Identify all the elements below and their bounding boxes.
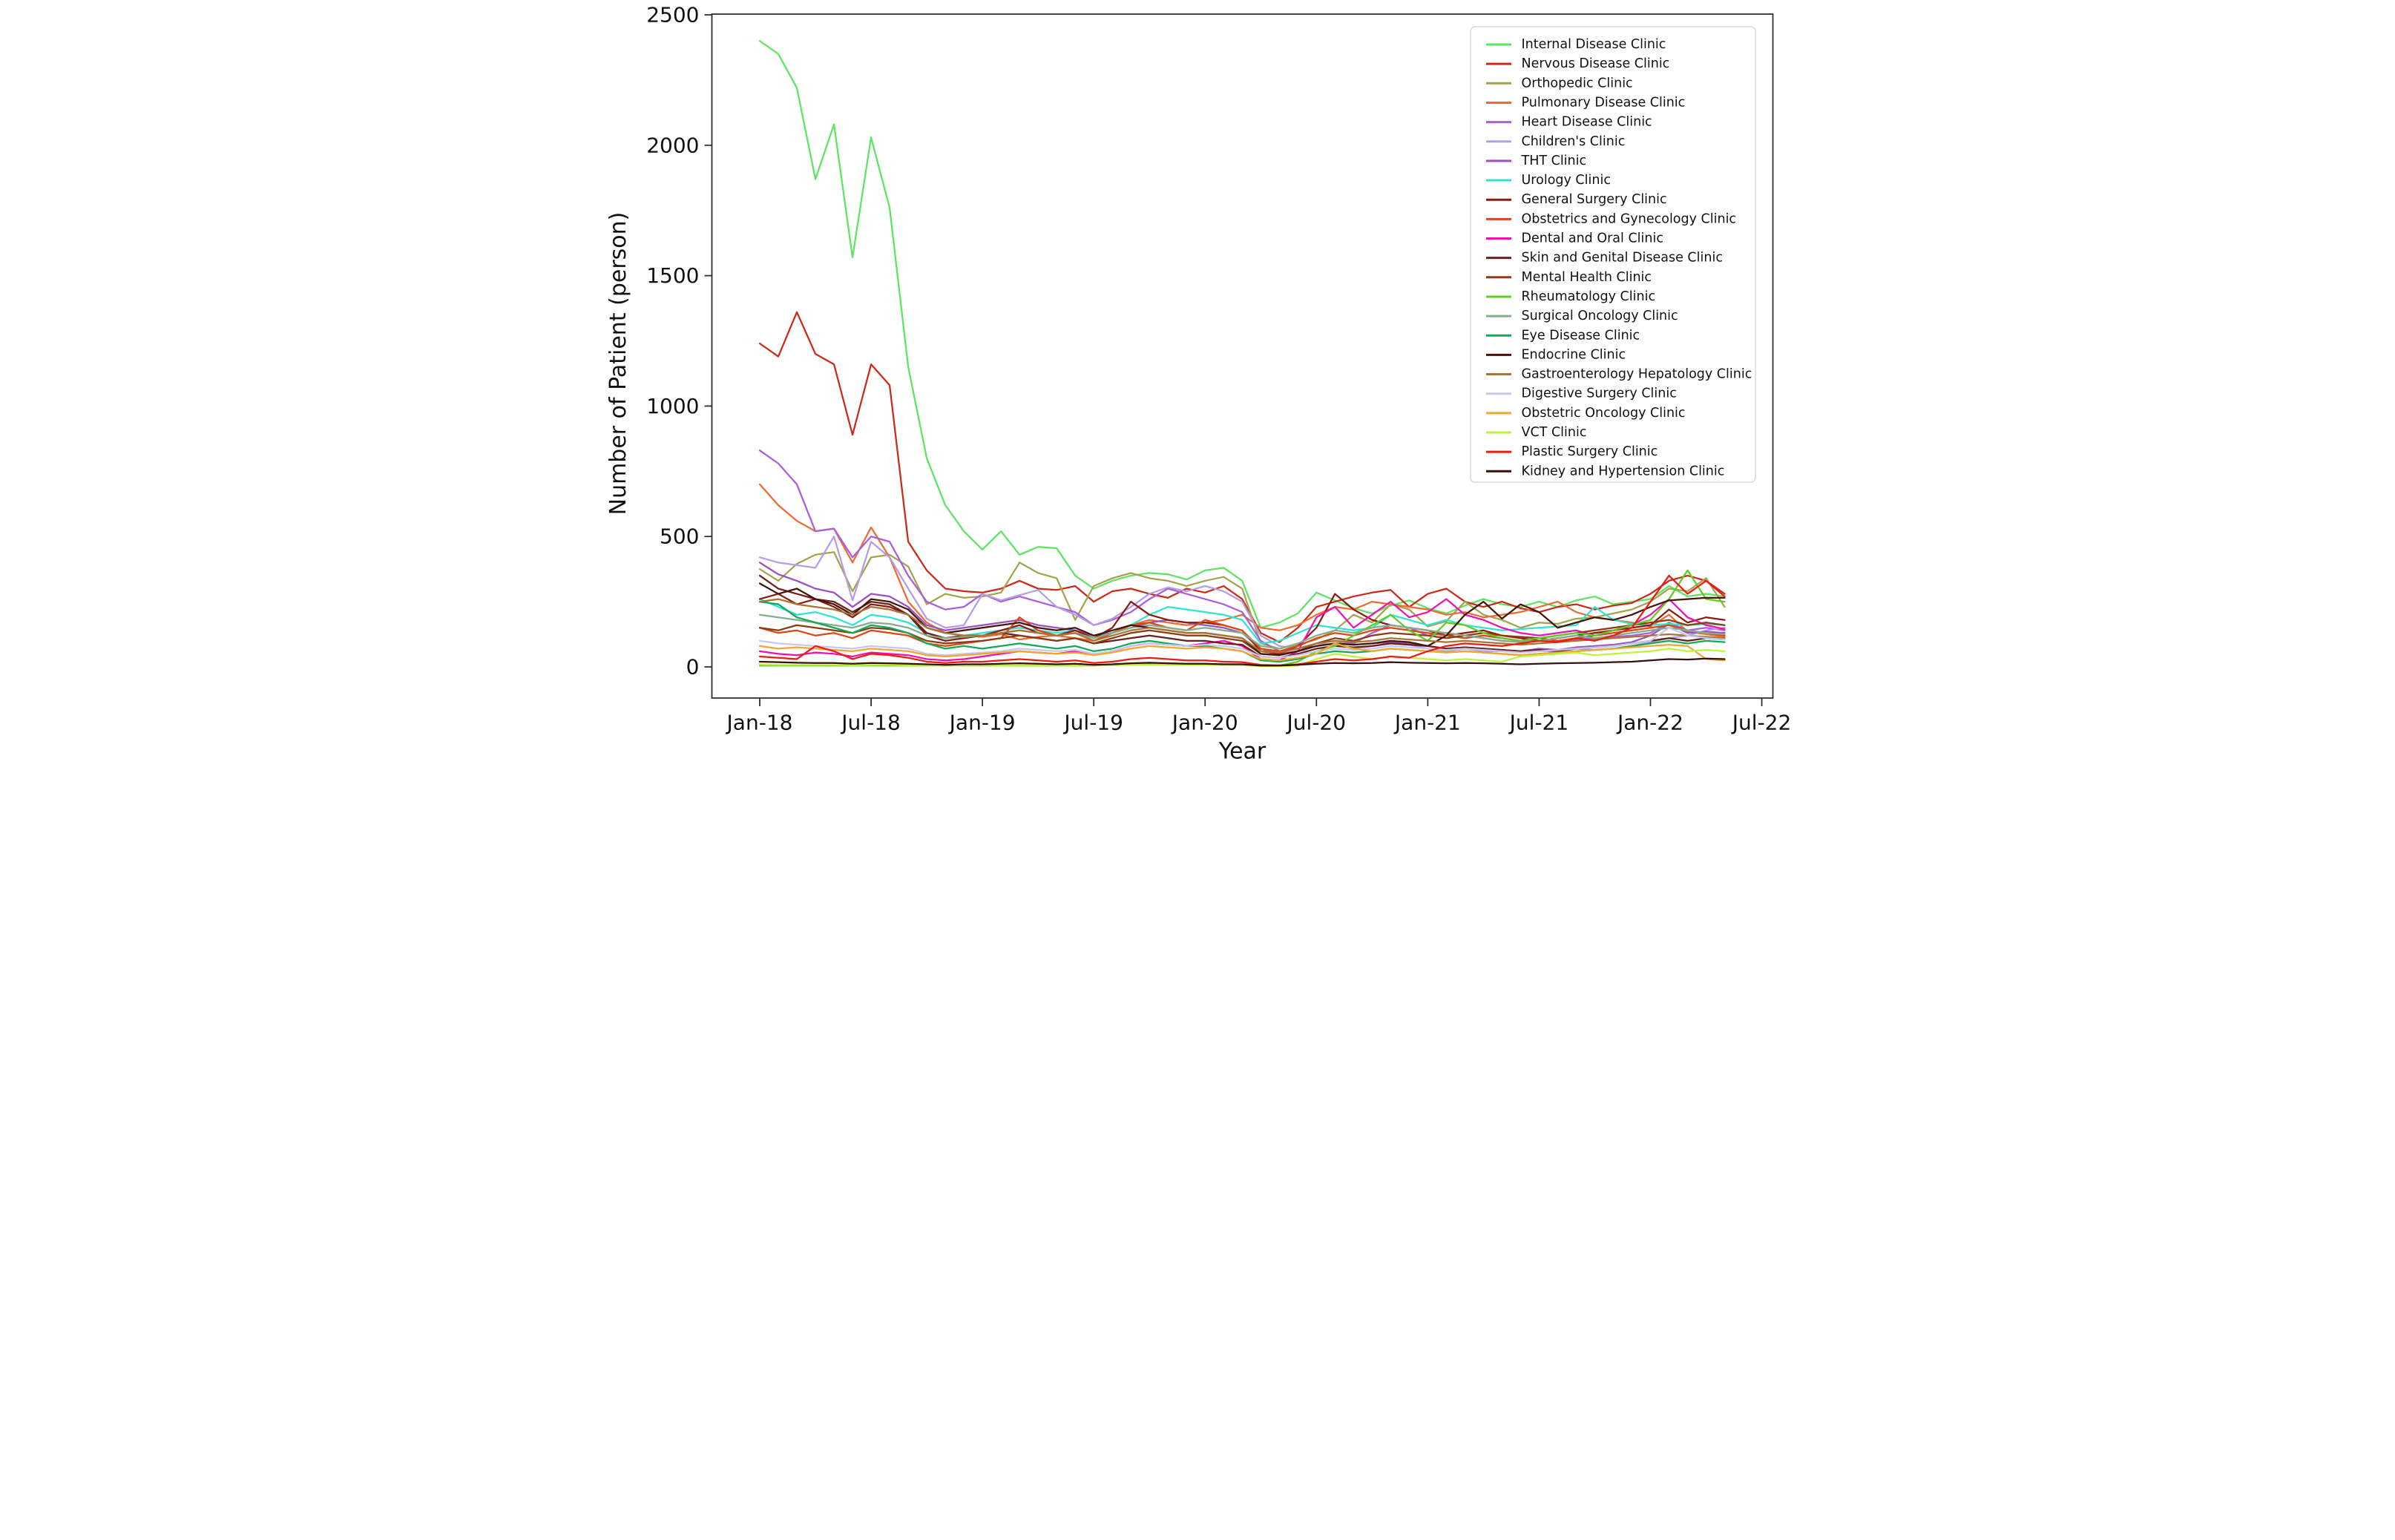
series-line-surgical-oncology — [758, 613, 1726, 650]
legend-label-obstetric-oncology: Obstetric Oncology Clinic — [1522, 406, 1686, 421]
x-tick-label: Jan-18 — [726, 711, 793, 735]
legend-label-eye-disease: Eye Disease Clinic — [1522, 328, 1640, 343]
series-line-pulmonary-disease — [758, 483, 1726, 642]
legend-label-orthopedic: Orthopedic Clinic — [1522, 76, 1633, 91]
x-tick-label: Jan-19 — [948, 711, 1016, 735]
x-tick-label: Jan-22 — [1616, 711, 1683, 735]
series-line-skin-genital — [758, 574, 1726, 659]
patient-count-line-chart-figure: 0 500 1000 1500 2000 2500 Jan-18 Jul-18 Jan-19 Ju… — [599, 0, 1796, 770]
legend-label-general-surgery: General Surgery Clinic — [1522, 192, 1667, 207]
x-tick-label: Jul-21 — [1508, 711, 1569, 735]
legend-label-gastroenterology-hepatology: Gastroenterology Hepatology Clinic — [1522, 367, 1752, 382]
axes-box — [711, 13, 1774, 699]
series-line-digestive-surgery — [758, 627, 1726, 659]
legend-label-dental-oral: Dental and Oral Clinic — [1522, 231, 1663, 246]
legend-label-childrens: Children's Clinic — [1522, 134, 1626, 149]
legend-label-urology: Urology Clinic — [1522, 173, 1611, 188]
x-axis-label: Year — [1218, 739, 1267, 765]
legend-label-obstetrics-gynecology: Obstetrics and Gynecology Clinic — [1522, 211, 1737, 226]
y-tick-label: 1500 — [646, 263, 699, 288]
legend-label-tht: THT Clinic — [1521, 154, 1587, 168]
series-line-obstetric-oncology — [758, 642, 1726, 662]
legend-label-surgical-oncology: Surgical Oncology Clinic — [1522, 309, 1678, 323]
legend-label-internal-disease: Internal Disease Clinic — [1522, 37, 1666, 52]
legend-label-pulmonary-disease: Pulmonary Disease Clinic — [1522, 95, 1686, 110]
x-tick-label: Jul-19 — [1062, 711, 1123, 735]
y-tick-label: 500 — [660, 524, 699, 549]
series-line-plastic-surgery — [758, 574, 1726, 667]
legend-label-skin-genital: Skin and Genital Disease Clinic — [1522, 251, 1723, 266]
y-tick-label: 2000 — [646, 133, 699, 157]
series-line-kidney-hypertension — [758, 657, 1726, 667]
series-line-vct — [758, 648, 1726, 668]
legend-label-nervous-disease: Nervous Disease Clinic — [1522, 56, 1670, 71]
series-line-dental-oral — [758, 598, 1726, 662]
legend-label-rheumatology: Rheumatology Clinic — [1522, 289, 1656, 304]
legend-box — [1470, 26, 1756, 483]
x-tick-label: Jul-18 — [840, 711, 901, 735]
legend-label-heart-disease: Heart Disease Clinic — [1522, 115, 1652, 130]
y-tick-label: 1000 — [646, 394, 699, 418]
series-line-gastroenterology-hepatology — [758, 598, 1726, 654]
x-tick-label: Jul-22 — [1731, 711, 1792, 735]
legend-label-plastic-surgery: Plastic Surgery Clinic — [1522, 444, 1658, 459]
y-axis-label: Number of Patient (person) — [605, 212, 631, 516]
chart-canvas: 0 500 1000 1500 2000 2500 Jan-18 Jul-18 Jan-19 Ju… — [599, 0, 1796, 770]
legend-label-digestive-surgery: Digestive Surgery Clinic — [1522, 386, 1677, 401]
legend-label-vct: VCT Clinic — [1522, 425, 1587, 440]
legend-label-endocrine: Endocrine Clinic — [1522, 347, 1626, 362]
x-tick-label: Jul-20 — [1286, 711, 1347, 735]
x-tick-label: Jan-21 — [1393, 711, 1461, 735]
legend-label-kidney-hypertension: Kidney and Hypertension Clinic — [1522, 464, 1725, 478]
x-tick-label: Jan-20 — [1171, 711, 1238, 735]
y-tick-label: 2500 — [646, 3, 699, 27]
legend-label-mental-health: Mental Health Clinic — [1522, 270, 1652, 285]
y-tick-label: 0 — [686, 655, 700, 679]
